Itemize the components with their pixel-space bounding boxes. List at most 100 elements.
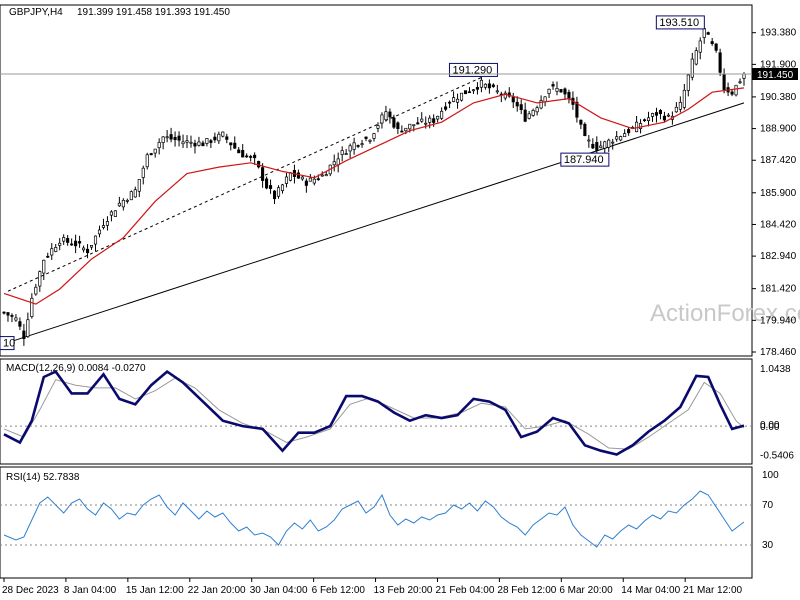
candle <box>205 138 209 147</box>
candle <box>690 52 694 81</box>
price-y-axis: 193.380 191.900 190.380 188.900 187.420 185.9… <box>752 28 797 358</box>
candle-body <box>547 88 551 94</box>
macd-signal-line <box>3 377 745 450</box>
candle-body <box>22 330 26 339</box>
candle <box>563 87 567 100</box>
candle <box>356 144 360 149</box>
candle-body <box>404 127 408 132</box>
candle <box>209 138 213 149</box>
price-tick-label: 187.420 <box>760 155 797 166</box>
candle-body <box>332 161 336 166</box>
x-tick-label: 8 Jan 04:00 <box>64 585 117 596</box>
candle <box>352 137 356 155</box>
candle-body <box>241 150 245 158</box>
candle <box>706 31 710 35</box>
macd-tick-label: 0.00 <box>760 422 780 433</box>
candle-body <box>412 124 416 127</box>
candle-body <box>432 118 436 123</box>
candle <box>149 152 153 156</box>
price-panel: ActionForex.com 193.380 191.900 190.380 188… <box>0 4 800 358</box>
candle <box>261 163 265 188</box>
candle-body <box>523 109 527 122</box>
callout-box <box>560 152 610 167</box>
candle <box>300 175 304 181</box>
price-panel-frame <box>0 4 753 357</box>
candle <box>396 121 400 135</box>
candle <box>18 317 22 330</box>
candle-body <box>511 96 515 103</box>
candle-body <box>18 321 22 327</box>
candle-body <box>340 150 344 155</box>
candle-body <box>50 248 54 256</box>
candle-body <box>141 167 145 178</box>
candle-body <box>555 87 559 92</box>
candle <box>666 112 670 118</box>
candle-body <box>121 199 125 208</box>
candle <box>97 225 102 238</box>
price-tick-label: 181.420 <box>760 284 797 295</box>
candle-body <box>225 136 229 140</box>
candle <box>710 38 714 46</box>
candle <box>241 144 245 158</box>
price-tick-label: 191.900 <box>760 59 797 70</box>
candle-body <box>619 136 623 141</box>
price-callout: 191.290 <box>448 62 498 77</box>
candle-body <box>62 237 66 242</box>
candle <box>105 216 109 231</box>
candle <box>125 198 129 204</box>
candle-body <box>718 52 722 73</box>
symbol-label: GBPJPY,H4 <box>9 7 63 18</box>
candle-body <box>658 110 663 115</box>
candle-body <box>137 179 141 192</box>
candle <box>738 78 742 85</box>
x-tick-label: 6 Feb 12:00 <box>312 585 366 596</box>
candle <box>726 82 730 97</box>
candle <box>412 124 416 132</box>
candle-body <box>145 154 149 168</box>
candle <box>559 88 563 93</box>
candle-body <box>420 118 424 122</box>
candle-body <box>74 240 78 247</box>
candle-body <box>416 122 420 125</box>
candle <box>93 235 98 252</box>
candle <box>503 90 507 101</box>
candle <box>515 96 519 112</box>
candle-body <box>117 202 121 207</box>
callout-label: 187.940 <box>564 154 604 166</box>
price-callouts: 193.510 191.290 187.940 10 <box>0 15 705 351</box>
candle-body <box>10 315 14 317</box>
candle <box>650 112 655 122</box>
candle-body <box>157 142 161 149</box>
candle-body <box>276 187 281 197</box>
candle-body <box>149 153 153 156</box>
candle-body <box>674 106 678 113</box>
candle <box>436 115 440 123</box>
candle-body <box>738 81 742 84</box>
rsi-line <box>3 490 745 548</box>
candle <box>444 102 448 112</box>
candle-body <box>58 242 62 246</box>
candle-body <box>424 122 428 125</box>
candle-body <box>384 111 388 121</box>
candle-body <box>205 138 209 144</box>
candle <box>535 105 539 116</box>
candle-body <box>193 142 197 147</box>
x-tick-label: 15 Jan 12:00 <box>126 585 184 596</box>
candle-body <box>344 153 348 155</box>
candle-body <box>82 247 86 251</box>
candle-body <box>463 90 468 95</box>
candle-body <box>316 178 320 181</box>
candle <box>10 313 14 323</box>
candle <box>555 81 559 96</box>
candle <box>161 136 165 150</box>
price-tick-label: 179.940 <box>760 315 797 326</box>
candle <box>599 140 603 149</box>
candle <box>145 152 149 170</box>
candle <box>392 114 396 129</box>
candle <box>448 100 452 109</box>
trendlines <box>7 76 745 344</box>
candle-body <box>678 102 682 110</box>
candle <box>623 129 627 138</box>
candle-body <box>448 101 452 104</box>
candle <box>42 259 46 281</box>
